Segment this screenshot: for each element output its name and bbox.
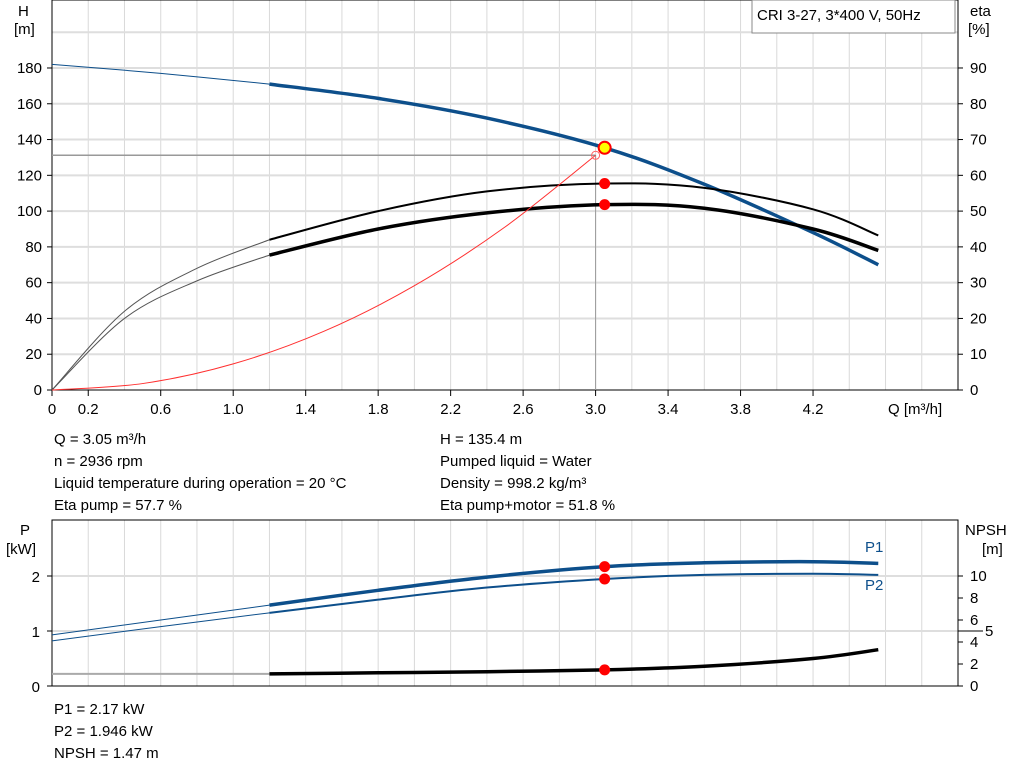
x-tick-label: 3.0 [585, 401, 606, 418]
duty-info-right: H = 135.4 m Pumped liquid = Water Densit… [440, 429, 615, 517]
x-tick-label: 2.6 [513, 401, 534, 418]
y-tick-label-left: 40 [25, 310, 42, 327]
y-tick-label-left: 1 [32, 624, 40, 641]
p1-series-label: P1 [865, 539, 883, 556]
plot-frame [51, 519, 959, 687]
x-tick-label: 0.2 [78, 401, 99, 418]
eta-pump-value: Eta pump = 57.7 % [54, 497, 182, 514]
eta-axis-label: eta [970, 3, 992, 20]
y-tick-label-right: 80 [970, 96, 987, 113]
npsh-value: NPSH = 1.47 m [54, 745, 159, 762]
x-tick-label: 3.4 [658, 401, 679, 418]
p1-marker [599, 561, 611, 573]
duty-info-left: Q = 3.05 m³/h n = 2936 rpm Liquid temper… [54, 429, 346, 517]
p-axis-unit: [kW] [6, 541, 36, 558]
y-tick-label-right: 60 [970, 167, 987, 184]
npsh-marker [599, 664, 611, 676]
y-tick-label-right: 8 [970, 590, 978, 607]
y-tick-label-right: 40 [970, 239, 987, 256]
y-tick-label-left: 160 [17, 96, 42, 113]
y-tick-label-left: 0 [32, 679, 40, 696]
p1-curve-extrapolated [51, 604, 270, 636]
liquid-value: Pumped liquid = Water [440, 453, 592, 470]
y-tick-label-right: 10 [970, 346, 987, 363]
x-tick-label: 2.2 [440, 401, 461, 418]
pump-title: CRI 3-27, 3*400 V, 50Hz [757, 7, 921, 24]
x-tick-label: 3.8 [730, 401, 751, 418]
y-tick-label-right: 4 [970, 634, 978, 651]
eta-total-marker [599, 199, 611, 211]
plot-frame [51, 0, 959, 391]
eta-pump-curve-extrapolated [51, 239, 270, 391]
y-tick-label-left: 140 [17, 132, 42, 149]
p2-curve-extrapolated [51, 612, 270, 642]
power-info: P1 = 2.17 kW P2 = 1.946 kW NPSH = 1.47 m [54, 699, 159, 765]
x-tick-label: 0.6 [150, 401, 171, 418]
y-tick-label-left: 100 [17, 203, 42, 220]
eta-total-curve-extrapolated [51, 254, 270, 391]
head-curve-extrapolated [51, 63, 270, 85]
npsh-axis-label: NPSH [965, 522, 1007, 539]
x-tick-label: 0 [48, 401, 56, 418]
eta-axis-unit: [%] [968, 21, 990, 38]
y-tick-label-right: 20 [970, 310, 987, 327]
temperature-value: Liquid temperature during operation = 20… [54, 475, 347, 492]
q-axis-label: Q [m³/h] [888, 401, 942, 418]
system-curve [51, 154, 596, 391]
p1-value: P1 = 2.17 kW [54, 701, 145, 718]
h-axis-label: H [18, 3, 29, 20]
power-npsh-chart: 0 1 2 0 2 456 8 10 [32, 519, 993, 696]
p2-series-label: P2 [865, 577, 883, 594]
p-axis-label: P [20, 522, 30, 539]
y-tick-label-left: 2 [32, 569, 40, 586]
speed-value: n = 2936 rpm [54, 453, 143, 470]
y-tick-label-right: 0 [970, 678, 978, 695]
y-tick-label-left: 20 [25, 346, 42, 363]
duty-point-marker [597, 140, 612, 155]
system-point-marker [591, 150, 601, 160]
flow-value: Q = 3.05 m³/h [54, 431, 147, 448]
x-tick-label: 1.0 [223, 401, 244, 418]
y-tick-label-right: 0 [970, 382, 978, 399]
npsh-axis-unit: [m] [982, 541, 1003, 558]
y-tick-label-right: 30 [970, 275, 987, 292]
h-axis-unit: [m] [14, 21, 35, 38]
p1-curve [269, 559, 879, 607]
y-tick-label-left: 60 [25, 275, 42, 292]
density-value: Density = 998.2 kg/m³ [440, 475, 587, 492]
x-tick-label: 1.8 [368, 401, 389, 418]
y-tick-label-right: 90 [970, 60, 987, 77]
y-tick-label-right: 50 [970, 203, 987, 220]
x-tick-label: 4.2 [803, 401, 824, 418]
x-tick-label: 1.4 [295, 401, 316, 418]
y-tick-label-left: 180 [17, 60, 42, 77]
npsh-curve [269, 647, 879, 676]
head-efficiency-chart: 0 0.2 0.6 1.0 1.4 1.8 2.2 2.6 3.0 3.4 3.8 4.2 0 20 40 6… [17, 0, 987, 418]
title-box: CRI 3-27, 3*400 V, 50Hz [751, 0, 956, 34]
p2-value: P2 = 1.946 kW [54, 723, 153, 740]
y-tick-label-right: 6 [970, 612, 978, 629]
y-tick-label-right: 70 [970, 132, 987, 149]
y-tick-label-right: 5 [985, 623, 993, 640]
y-tick-label-right: 2 [970, 656, 978, 673]
eta-pump-marker [599, 178, 611, 190]
y-tick-label-left: 120 [17, 167, 42, 184]
p2-marker [599, 573, 611, 585]
eta-total-value: Eta pump+motor = 51.8 % [440, 497, 616, 514]
y-tick-label-left: 80 [25, 239, 42, 256]
head-value: H = 135.4 m [440, 431, 523, 448]
y-tick-label-left: 0 [34, 382, 42, 399]
y-tick-label-right: 10 [970, 568, 987, 585]
